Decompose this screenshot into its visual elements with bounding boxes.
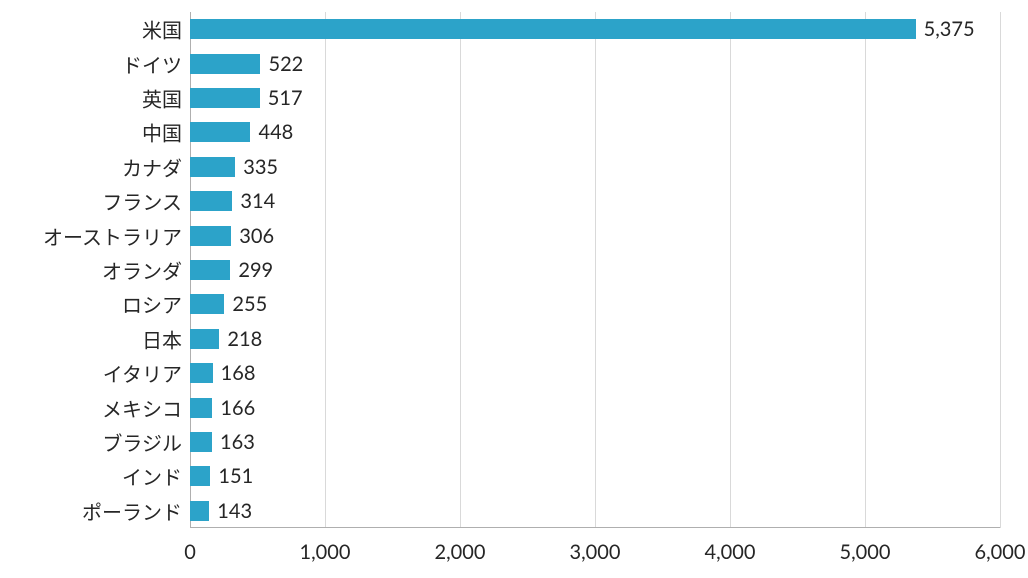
category-label: フランス bbox=[102, 187, 190, 216]
x-tick-label: 2,000 bbox=[435, 540, 486, 564]
bar bbox=[190, 294, 224, 314]
x-tick-label: 6,000 bbox=[975, 540, 1026, 564]
value-label: 166 bbox=[212, 396, 255, 420]
x-tick-label: 4,000 bbox=[705, 540, 756, 564]
value-label: 168 bbox=[213, 361, 256, 385]
bar-row: 中国448 bbox=[190, 122, 1000, 142]
gridline bbox=[1000, 12, 1001, 528]
bar-row: オーストラリア306 bbox=[190, 226, 1000, 246]
value-label: 255 bbox=[224, 292, 267, 316]
bar-row: ポーランド143 bbox=[190, 501, 1000, 521]
category-label: オーストラリア bbox=[43, 221, 190, 250]
category-label: インド bbox=[122, 462, 190, 491]
bar bbox=[190, 363, 213, 383]
bar-row: インド151 bbox=[190, 466, 1000, 486]
bar-row: オランダ299 bbox=[190, 260, 1000, 280]
bar bbox=[190, 157, 235, 177]
value-label: 218 bbox=[219, 327, 262, 351]
value-label: 448 bbox=[250, 120, 293, 144]
bar bbox=[190, 260, 230, 280]
bar bbox=[190, 432, 212, 452]
value-label: 314 bbox=[232, 189, 275, 213]
bar-row: フランス314 bbox=[190, 191, 1000, 211]
bar-row: カナダ335 bbox=[190, 157, 1000, 177]
bar bbox=[190, 191, 232, 211]
category-label: カナダ bbox=[122, 152, 190, 181]
x-axis-line bbox=[190, 527, 1000, 528]
value-label: 163 bbox=[212, 430, 255, 454]
category-label: 米国 bbox=[142, 15, 190, 44]
x-tick-label: 5,000 bbox=[840, 540, 891, 564]
value-label: 151 bbox=[210, 464, 253, 488]
bar bbox=[190, 54, 260, 74]
value-label: 143 bbox=[209, 499, 252, 523]
bar-row: 日本218 bbox=[190, 329, 1000, 349]
bar-row: ブラジル163 bbox=[190, 432, 1000, 452]
x-tick-label: 3,000 bbox=[570, 540, 621, 564]
bar bbox=[190, 88, 260, 108]
value-label: 517 bbox=[260, 86, 303, 110]
category-label: ドイツ bbox=[122, 49, 190, 78]
bar bbox=[190, 329, 219, 349]
bar bbox=[190, 501, 209, 521]
bar-row: イタリア168 bbox=[190, 363, 1000, 383]
category-label: オランダ bbox=[102, 255, 190, 284]
value-label: 5,375 bbox=[916, 17, 975, 41]
bar bbox=[190, 398, 212, 418]
category-label: ロシア bbox=[122, 290, 190, 319]
category-label: メキシコ bbox=[102, 393, 190, 422]
category-label: ブラジル bbox=[102, 427, 190, 456]
category-label: 英国 bbox=[142, 83, 190, 112]
country-bar-chart: 米国5,375ドイツ522英国517中国448カナダ335フランス314オースト… bbox=[0, 0, 1028, 578]
bar-row: メキシコ166 bbox=[190, 398, 1000, 418]
category-label: イタリア bbox=[103, 359, 190, 388]
bar-row: 米国5,375 bbox=[190, 19, 1000, 39]
category-label: ポーランド bbox=[82, 496, 190, 525]
plot-area: 米国5,375 ドイツ522 英国517 中国448 カナダ335 フランス314 オースト… bbox=[190, 12, 1000, 528]
bar bbox=[190, 226, 231, 246]
value-label: 299 bbox=[230, 258, 273, 282]
category-label: 中国 bbox=[142, 118, 190, 147]
bar-row: ロシア255 bbox=[190, 294, 1000, 314]
value-label: 335 bbox=[235, 155, 278, 179]
x-tick-label: 1,000 bbox=[300, 540, 351, 564]
bar bbox=[190, 122, 250, 142]
x-tick-label: 0 bbox=[184, 540, 196, 564]
bar-row: ドイツ522 bbox=[190, 54, 1000, 74]
value-label: 306 bbox=[231, 224, 274, 248]
category-label: 日本 bbox=[142, 324, 190, 353]
value-label: 522 bbox=[260, 52, 303, 76]
bar bbox=[190, 19, 916, 39]
bar-row: 英国517 bbox=[190, 88, 1000, 108]
bar bbox=[190, 466, 210, 486]
